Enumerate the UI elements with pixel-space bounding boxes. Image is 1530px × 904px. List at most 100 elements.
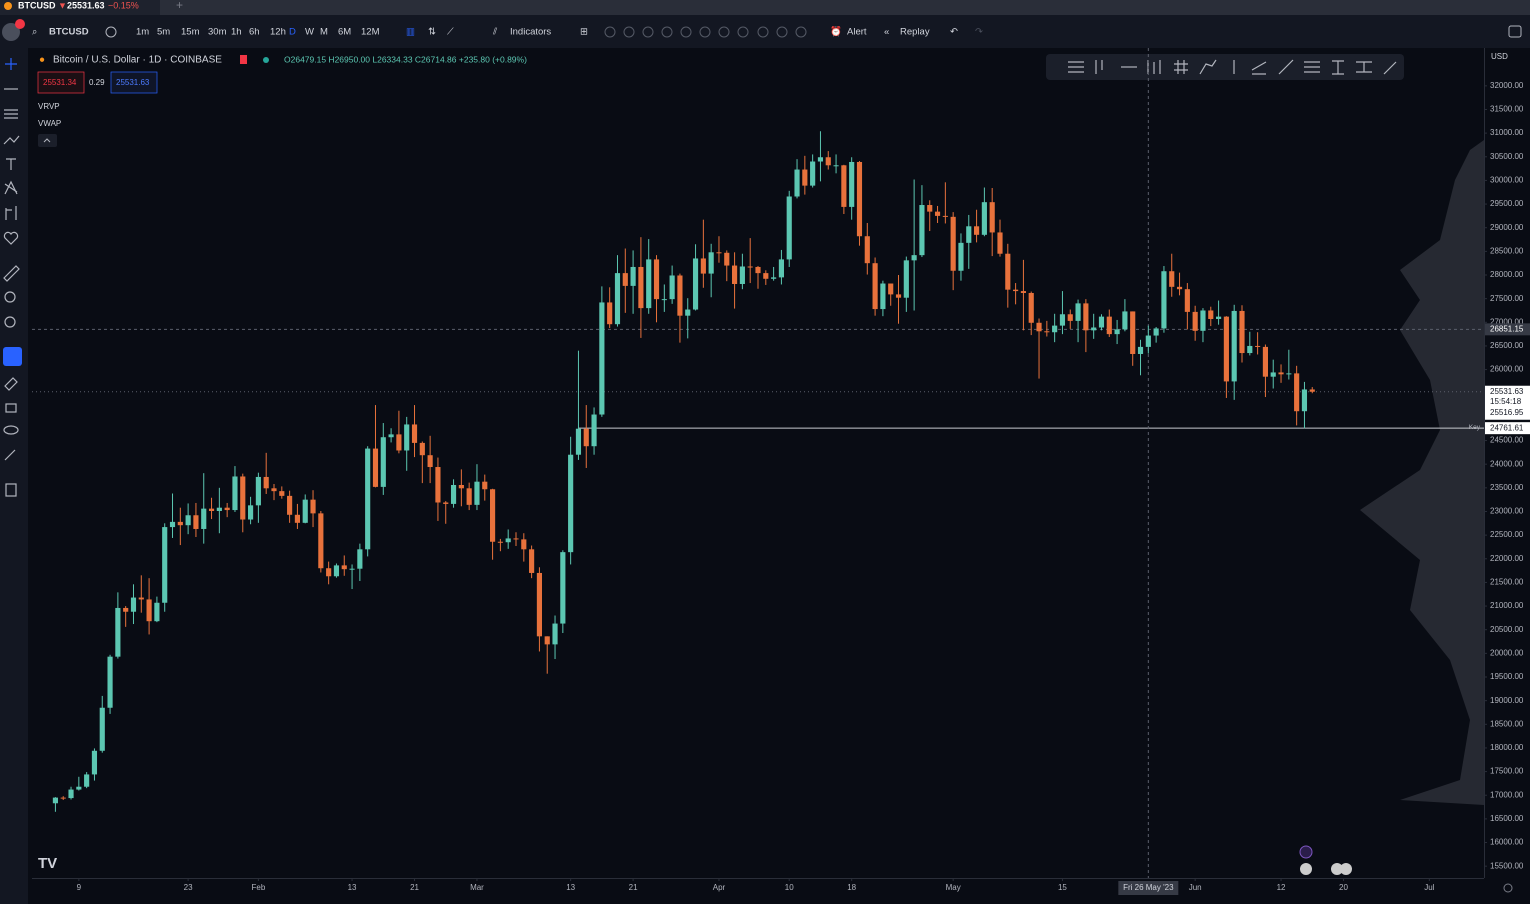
candle-body [614, 273, 621, 325]
interval-button[interactable]: M [320, 27, 328, 38]
candle-body [856, 161, 863, 237]
candle-body [591, 414, 597, 447]
chart-type[interactable]: ▥ [406, 27, 415, 38]
template-dot[interactable] [737, 26, 749, 38]
ruler-tool[interactable] [3, 265, 20, 282]
tv-logo[interactable]: TV [38, 855, 57, 872]
prediction-tool[interactable] [5, 206, 17, 220]
pattern-tool[interactable] [4, 180, 18, 195]
template-dot[interactable] [623, 26, 635, 38]
candle-body [927, 205, 933, 212]
tab-price: 25531.63 [67, 0, 105, 10]
candle-body [544, 636, 550, 645]
candle-body [1052, 325, 1058, 333]
avatar[interactable] [2, 23, 20, 41]
tab[interactable] [0, 0, 160, 15]
candle-body [630, 266, 636, 286]
draw-icon[interactable] [1251, 61, 1267, 75]
interval-button[interactable]: 12M [361, 27, 380, 38]
template-dot[interactable] [776, 26, 788, 38]
template-dot[interactable] [680, 26, 692, 38]
candle-body [708, 252, 714, 274]
hide-tool[interactable] [3, 425, 19, 435]
collapse-legend[interactable] [38, 134, 57, 147]
template-dot[interactable] [757, 26, 769, 38]
template-dot[interactable] [795, 26, 807, 38]
draw-icon[interactable] [1278, 59, 1294, 75]
draw-icon[interactable] [1199, 59, 1217, 75]
interval-button[interactable]: 6M [338, 27, 351, 38]
zoom-out-tool[interactable] [4, 316, 16, 328]
stay-drawing-tool[interactable] [4, 377, 18, 391]
template-dot[interactable] [699, 26, 711, 38]
interval-button[interactable]: 12h [270, 27, 286, 38]
link-tool[interactable] [4, 449, 16, 461]
template-dot[interactable] [642, 26, 654, 38]
draw-icon[interactable] [1383, 61, 1397, 75]
candle-body [529, 549, 535, 573]
brush-tool[interactable] [3, 135, 20, 145]
crosshair-tool[interactable] [5, 58, 17, 70]
event-icon[interactable] [1299, 845, 1313, 859]
new-tab[interactable]: + [176, 0, 183, 12]
candle-body [661, 299, 667, 301]
draw-icon[interactable] [1095, 60, 1103, 74]
undo-button[interactable]: ↶ [950, 27, 958, 38]
candle-body [817, 157, 824, 162]
candle-body [466, 488, 472, 505]
interval-button[interactable]: 5m [157, 27, 170, 38]
line-style[interactable]: ⟋ [447, 27, 454, 38]
buy-box[interactable] [110, 71, 158, 94]
event-flag[interactable] [1300, 863, 1312, 875]
draw-icon[interactable] [1356, 61, 1372, 73]
alert-button[interactable]: Alert [847, 27, 867, 38]
template-dot[interactable] [718, 26, 730, 38]
layout-button[interactable]: ⊞ [580, 27, 588, 38]
text-tool[interactable] [6, 158, 16, 170]
interval-button[interactable]: W [305, 27, 314, 38]
zoom-in-tool[interactable] [4, 291, 16, 303]
y-tick-label: 26000.00 [1490, 365, 1524, 374]
candle-body [224, 507, 230, 511]
draw-icon[interactable] [1304, 61, 1320, 73]
candle-body [60, 797, 66, 799]
y-tick-label: 23500.00 [1490, 483, 1524, 492]
delete-tool[interactable] [5, 483, 17, 497]
sell-box[interactable] [37, 71, 85, 94]
interval-button[interactable]: 15m [181, 27, 200, 38]
candle-body [942, 215, 948, 217]
magnet-tool[interactable] [3, 347, 22, 366]
interval-button[interactable]: 1m [136, 27, 149, 38]
toolbar-symbol[interactable]: BTCUSD [49, 27, 89, 38]
interval-button[interactable]: 6h [249, 27, 260, 38]
spread: 0.29 [89, 78, 105, 87]
interval-button[interactable]: 1h [231, 27, 242, 38]
template-dot[interactable] [604, 26, 616, 38]
currency-label[interactable]: USD [1491, 52, 1508, 61]
settings-button[interactable] [1503, 883, 1513, 893]
compare-button[interactable] [105, 26, 117, 38]
fib-tool[interactable] [4, 109, 18, 119]
template-dot[interactable] [661, 26, 673, 38]
indicators-button[interactable]: Indicators [510, 27, 551, 38]
lock-tool[interactable] [5, 403, 17, 413]
redo-button[interactable]: ↷ [975, 27, 984, 38]
event-flag[interactable] [1331, 863, 1343, 875]
y-tick-label: 28500.00 [1490, 246, 1524, 255]
candle-body [1270, 372, 1276, 377]
crosshair-x-label: Fri 26 May '23 [1123, 883, 1174, 892]
fullscreen-button[interactable] [1508, 25, 1522, 38]
candle-body [521, 539, 527, 550]
bar-style[interactable]: ⇅ [428, 27, 436, 38]
draw-icon[interactable] [1174, 60, 1188, 74]
candle-body [349, 568, 355, 570]
draw-icon[interactable] [1332, 60, 1344, 75]
favorites-tool[interactable] [3, 231, 19, 245]
event-flag[interactable] [1340, 863, 1352, 875]
draw-icon[interactable] [1068, 61, 1084, 73]
interval-button[interactable]: 30m [208, 27, 227, 38]
candle-body [318, 513, 324, 569]
interval-button[interactable]: D [289, 27, 296, 38]
replay-button[interactable]: Replay [900, 27, 930, 38]
